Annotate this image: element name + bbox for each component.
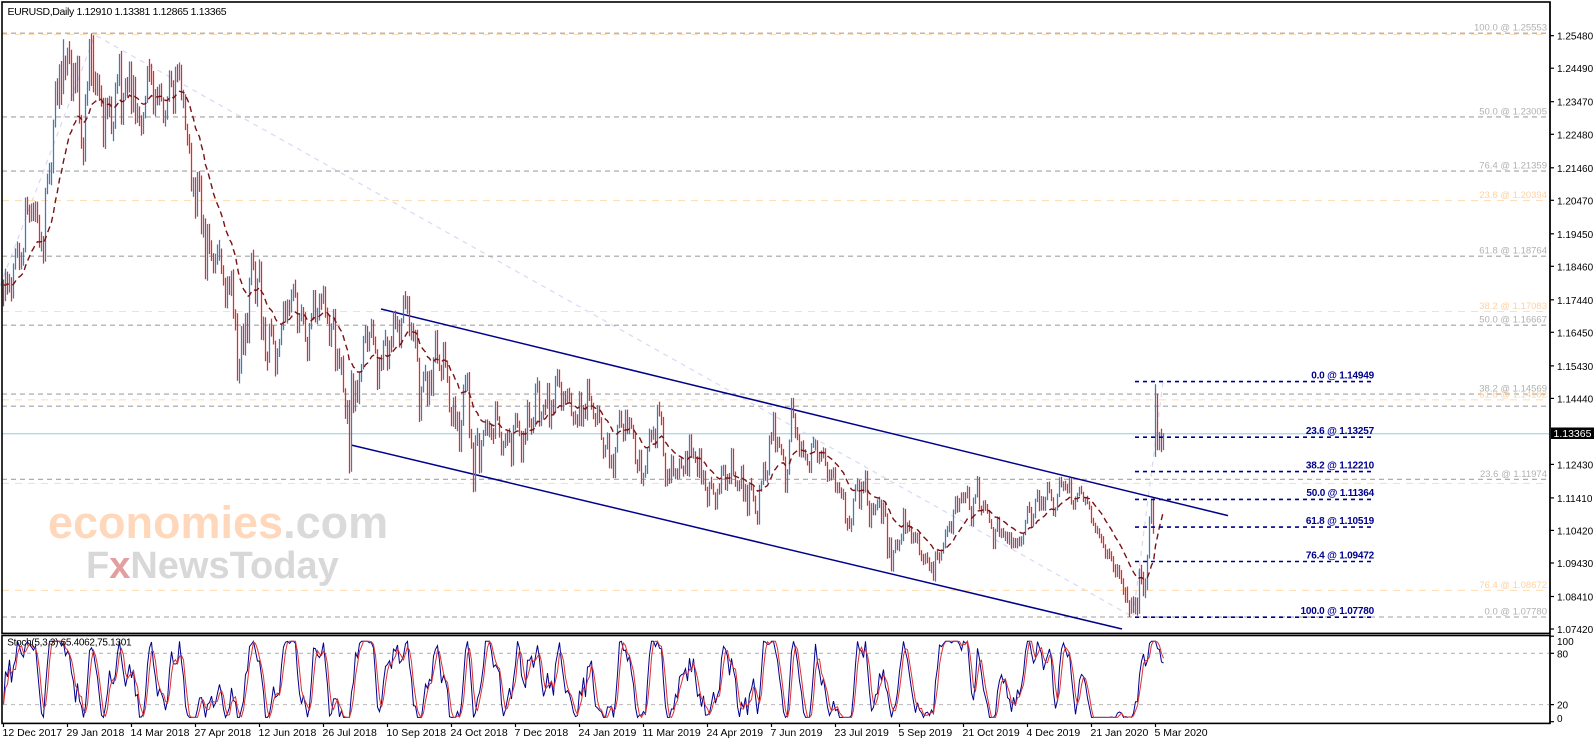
svg-text:50.0 @ 1.23005: 50.0 @ 1.23005 — [1479, 106, 1547, 117]
svg-text:14 Mar 2018: 14 Mar 2018 — [131, 727, 190, 739]
svg-text:1.11410: 1.11410 — [1557, 494, 1593, 505]
svg-text:38.2 @ 1.12210: 38.2 @ 1.12210 — [1306, 460, 1375, 471]
svg-text:38.2 @ 1.14569: 38.2 @ 1.14569 — [1479, 384, 1547, 395]
svg-text:4 Dec 2019: 4 Dec 2019 — [1027, 727, 1081, 739]
svg-text:20: 20 — [1557, 701, 1569, 712]
svg-text:21 Oct 2019: 21 Oct 2019 — [963, 727, 1020, 739]
svg-text:1.21460: 1.21460 — [1557, 164, 1594, 175]
svg-text:61.8 @ 1.14182: 61.8 @ 1.14182 — [1479, 389, 1547, 400]
svg-text:21 Jan 2020: 21 Jan 2020 — [1091, 727, 1149, 739]
svg-text:1.25480: 1.25480 — [1557, 32, 1594, 43]
svg-text:11 Mar 2019: 11 Mar 2019 — [643, 727, 701, 739]
svg-text:1.09430: 1.09430 — [1557, 559, 1594, 570]
svg-text:1.08410: 1.08410 — [1557, 593, 1594, 604]
svg-text:76.4 @ 1.08672: 76.4 @ 1.08672 — [1479, 580, 1547, 591]
svg-text:Stoch(5,3,3) 65.4062,75.1301: Stoch(5,3,3) 65.4062,75.1301 — [7, 638, 132, 649]
svg-text:100.0 @ 1.25553: 100.0 @ 1.25553 — [1474, 23, 1547, 34]
svg-text:FxNewsToday: FxNewsToday — [86, 545, 339, 587]
svg-text:23.6 @ 1.11974: 23.6 @ 1.11974 — [1480, 469, 1547, 480]
svg-text:23 Jul 2019: 23 Jul 2019 — [835, 727, 889, 739]
svg-text:1.17440: 1.17440 — [1557, 296, 1594, 307]
svg-text:80: 80 — [1557, 649, 1569, 660]
svg-text:10 Sep 2018: 10 Sep 2018 — [387, 727, 447, 739]
svg-text:1.10420: 1.10420 — [1557, 526, 1594, 537]
svg-text:0: 0 — [1557, 714, 1563, 725]
svg-text:1.20470: 1.20470 — [1557, 196, 1594, 207]
svg-text:76.4 @ 1.21359: 76.4 @ 1.21359 — [1479, 161, 1547, 172]
svg-text:7 Jun 2019: 7 Jun 2019 — [771, 727, 823, 739]
svg-text:1.15430: 1.15430 — [1557, 362, 1594, 373]
svg-text:1.14440: 1.14440 — [1557, 394, 1594, 405]
svg-text:24 Apr 2019: 24 Apr 2019 — [707, 727, 764, 739]
svg-text:27 Apr 2018: 27 Apr 2018 — [195, 727, 252, 739]
svg-text:1.18460: 1.18460 — [1557, 262, 1594, 273]
svg-text:1.19450: 1.19450 — [1557, 230, 1594, 241]
svg-text:50.0 @ 1.16667: 50.0 @ 1.16667 — [1479, 315, 1547, 326]
svg-text:76.4 @ 1.09472: 76.4 @ 1.09472 — [1306, 550, 1375, 561]
svg-text:0.0 @ 1.14949: 0.0 @ 1.14949 — [1311, 370, 1374, 381]
svg-text:100: 100 — [1557, 637, 1574, 648]
svg-text:1.24490: 1.24490 — [1557, 64, 1594, 75]
svg-text:7 Dec 2018: 7 Dec 2018 — [515, 727, 569, 739]
svg-text:26 Jul 2018: 26 Jul 2018 — [323, 727, 377, 739]
svg-text:1.22480: 1.22480 — [1557, 130, 1594, 141]
svg-text:EURUSD,Daily 1.12910 1.13381: EURUSD,Daily 1.12910 1.13381 1.12865 1.1… — [8, 6, 227, 18]
svg-text:24 Jan 2019: 24 Jan 2019 — [579, 727, 637, 739]
svg-text:12 Jun 2018: 12 Jun 2018 — [259, 727, 317, 739]
svg-text:5 Mar 2020: 5 Mar 2020 — [1155, 727, 1208, 739]
svg-text:100.0 @ 1.07780: 100.0 @ 1.07780 — [1301, 606, 1375, 617]
svg-text:61.8 @ 1.10519: 61.8 @ 1.10519 — [1306, 516, 1375, 527]
svg-text:1.23470: 1.23470 — [1557, 98, 1594, 109]
svg-text:38.2 @ 1.17083: 38.2 @ 1.17083 — [1479, 301, 1547, 312]
svg-text:1.07420: 1.07420 — [1557, 625, 1594, 636]
svg-text:23.6 @ 1.13257: 23.6 @ 1.13257 — [1306, 426, 1375, 437]
svg-text:50.0 @ 1.11364: 50.0 @ 1.11364 — [1306, 488, 1374, 499]
svg-text:0.0 @ 1.07780: 0.0 @ 1.07780 — [1485, 607, 1547, 618]
svg-text:24 Oct 2018: 24 Oct 2018 — [451, 727, 508, 739]
svg-text:1.16450: 1.16450 — [1557, 328, 1594, 339]
svg-text:29 Jan 2018: 29 Jan 2018 — [67, 727, 125, 739]
svg-text:1.12430: 1.12430 — [1557, 460, 1594, 471]
svg-text:5 Sep 2019: 5 Sep 2019 — [899, 727, 953, 739]
svg-text:economies.com: economies.com — [48, 497, 388, 548]
svg-text:12 Dec 2017: 12 Dec 2017 — [3, 727, 63, 739]
svg-text:61.8 @ 1.18764: 61.8 @ 1.18764 — [1479, 246, 1547, 257]
svg-text:23.6 @ 1.20394: 23.6 @ 1.20394 — [1479, 190, 1547, 201]
svg-text:1.13365: 1.13365 — [1554, 428, 1592, 440]
